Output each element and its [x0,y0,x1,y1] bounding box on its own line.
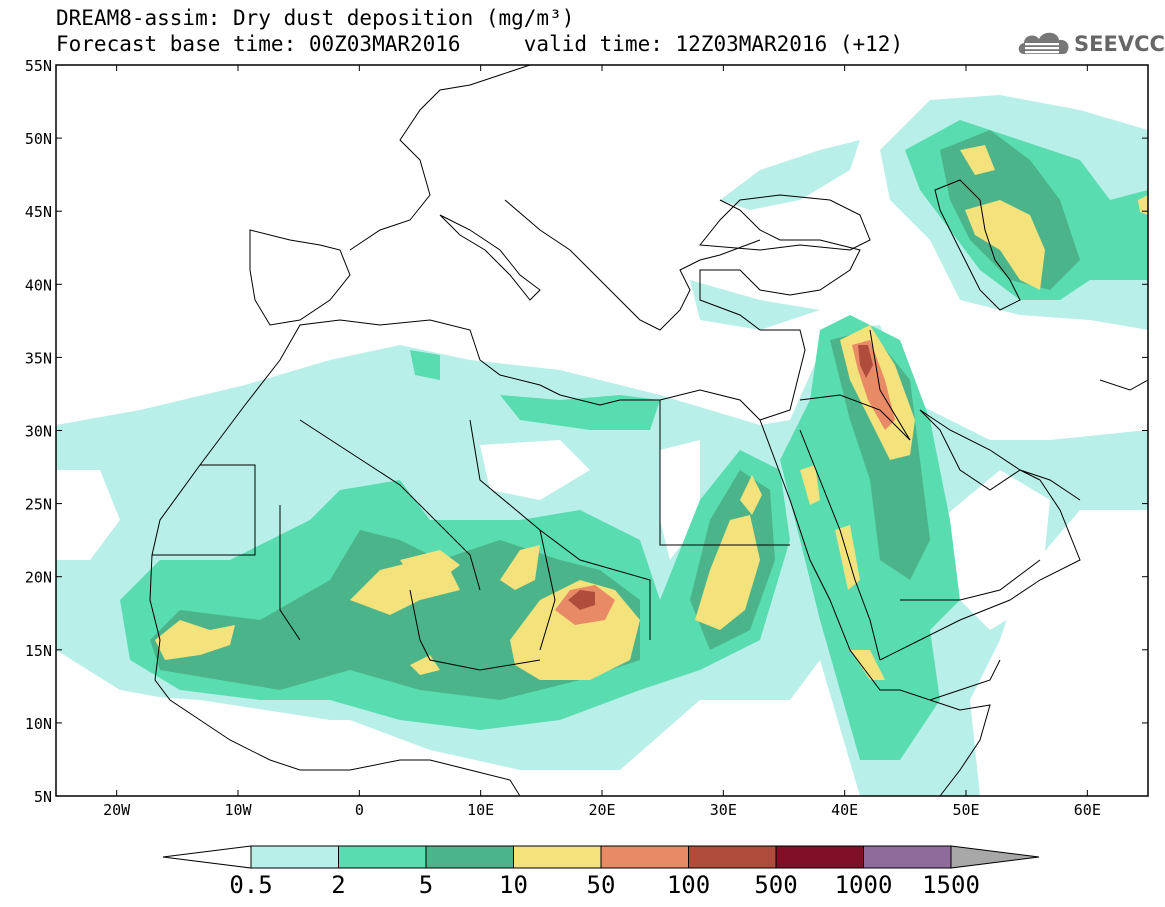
lat-tick-label: 10N [25,715,52,733]
dust-region-yellow-mali [500,545,540,590]
lon-tick-label: 10W [224,801,252,819]
clear-area [480,440,590,500]
dust-region-yellow-egypt [740,475,762,515]
border-line [659,400,790,546]
coastline-west-africa-south [149,554,521,796]
dust-region-yellow-redsea2 [835,525,860,590]
cloud-logo-icon [1018,32,1069,54]
longitude-axis: 20W 10W 0 10E 20E 30E 40E 50E 60E [103,65,1101,819]
dust-region-yellow-west [155,620,235,660]
clear-area [940,470,1050,630]
lon-tick-label: 50E [952,801,979,819]
border-line [799,394,911,441]
dust-region-medium-atlas [410,350,440,380]
dust-region-yellow-kz [960,145,995,175]
border-line [469,419,541,531]
lon-tick-label: 40E [831,801,858,819]
clear-areas [56,440,1050,796]
border-line [539,529,651,640]
coastline-caspian [934,179,1021,311]
colorbar-swatch [513,845,602,869]
border-line [900,559,1041,601]
forecast-time-subtitle: Forecast base time: 00Z03MAR2016 valid t… [56,32,904,56]
chart-title: DREAM8-assim: Dry dust deposition (mg/m³… [56,6,575,30]
coastline-arabia [879,409,1081,661]
colorbar: 0.5 2 5 10 50 100 500 1000 1500 [162,845,1040,899]
border-line [279,505,301,641]
coastline-red-sea-east [799,429,881,661]
colorbar-label: 500 [754,871,797,899]
coastline-europe [349,65,531,251]
dust-region-yellow-east [1138,195,1148,215]
lat-tick-label: 35N [25,349,52,367]
clear-area [56,470,120,560]
border-line [299,419,481,591]
colorbar-label: 1000 [835,871,893,899]
coastline-persian-gulf [919,409,1081,501]
dust-region-yellow-niger2 [400,550,460,580]
dust-level-yellow [155,145,1148,680]
colorbar-label: 10 [499,871,528,899]
lat-tick-label: 5N [34,788,52,806]
colorbar-swatch [863,845,952,869]
lon-tick-label: 20W [103,801,131,819]
coastline-horn [929,699,991,796]
lat-tick-label: 20N [25,569,52,587]
colorbar-label: 50 [587,871,616,899]
clear-area [56,690,830,796]
latitude-axis: 55N 50N 45N 40N 35N 30N 25N 20N 15N 10N 5N [25,57,1148,806]
dust-region-yellow-yemen [850,650,885,680]
lat-tick-label: 15N [25,642,52,660]
dust-region-yellow-caspian [965,200,1045,290]
dust-region-red-chad [568,590,595,610]
lat-tick-label: 40N [25,276,52,294]
colorbar-label: 100 [667,871,710,899]
colorbar-swatch [600,845,689,869]
colorbar-swatch [425,845,514,869]
dust-region-yellow-sudan [695,515,760,630]
dust-level-red [568,345,873,610]
lat-tick-label: 45N [25,203,52,221]
dust-region-medium-libya [500,395,660,430]
colorbar-low-arrow [162,845,252,869]
coastline-black-sea [699,194,871,251]
colorbar-swatch [688,845,777,869]
colorbar-high-arrow [950,845,1040,869]
coastlines [149,65,1148,796]
colorbar-swatch [250,845,339,869]
coastline-balkans [504,199,761,331]
border-line [869,329,911,441]
lon-tick-label: 0 [355,801,364,819]
lat-tick-label: 55N [25,57,52,75]
border-line [409,589,541,671]
colorbar-swatch [338,845,427,869]
lon-tick-label: 10E [467,801,494,819]
dust-region-red-iraq [858,345,873,378]
dust-region-light-med [690,280,820,330]
lon-tick-label: 30E [710,801,737,819]
dust-field [56,65,1148,796]
colorbar-label: 0.5 [229,871,272,899]
lon-tick-label: 60E [1074,801,1101,819]
coastline-italy [439,214,541,301]
logo-text: SEEVCCC [1074,32,1165,56]
lat-tick-label: 25N [25,496,52,514]
coastline-red-sea-west [759,419,1001,701]
lat-tick-label: 30N [25,423,52,441]
dust-region-yellow-redsea [800,465,820,505]
lat-tick-label: 50N [25,130,52,148]
coastline-east [1099,379,1148,391]
dust-region-light-ukraine [720,140,860,210]
colorbar-label: 5 [419,871,433,899]
coastline-west-africa [151,199,861,556]
coastline-iberia [249,229,351,326]
colorbar-label: 1500 [922,871,980,899]
border-line [152,464,256,556]
colorbar-label: 2 [331,871,345,899]
lon-tick-label: 20E [588,801,615,819]
border-line [539,529,556,651]
colorbar-swatch [775,845,864,869]
